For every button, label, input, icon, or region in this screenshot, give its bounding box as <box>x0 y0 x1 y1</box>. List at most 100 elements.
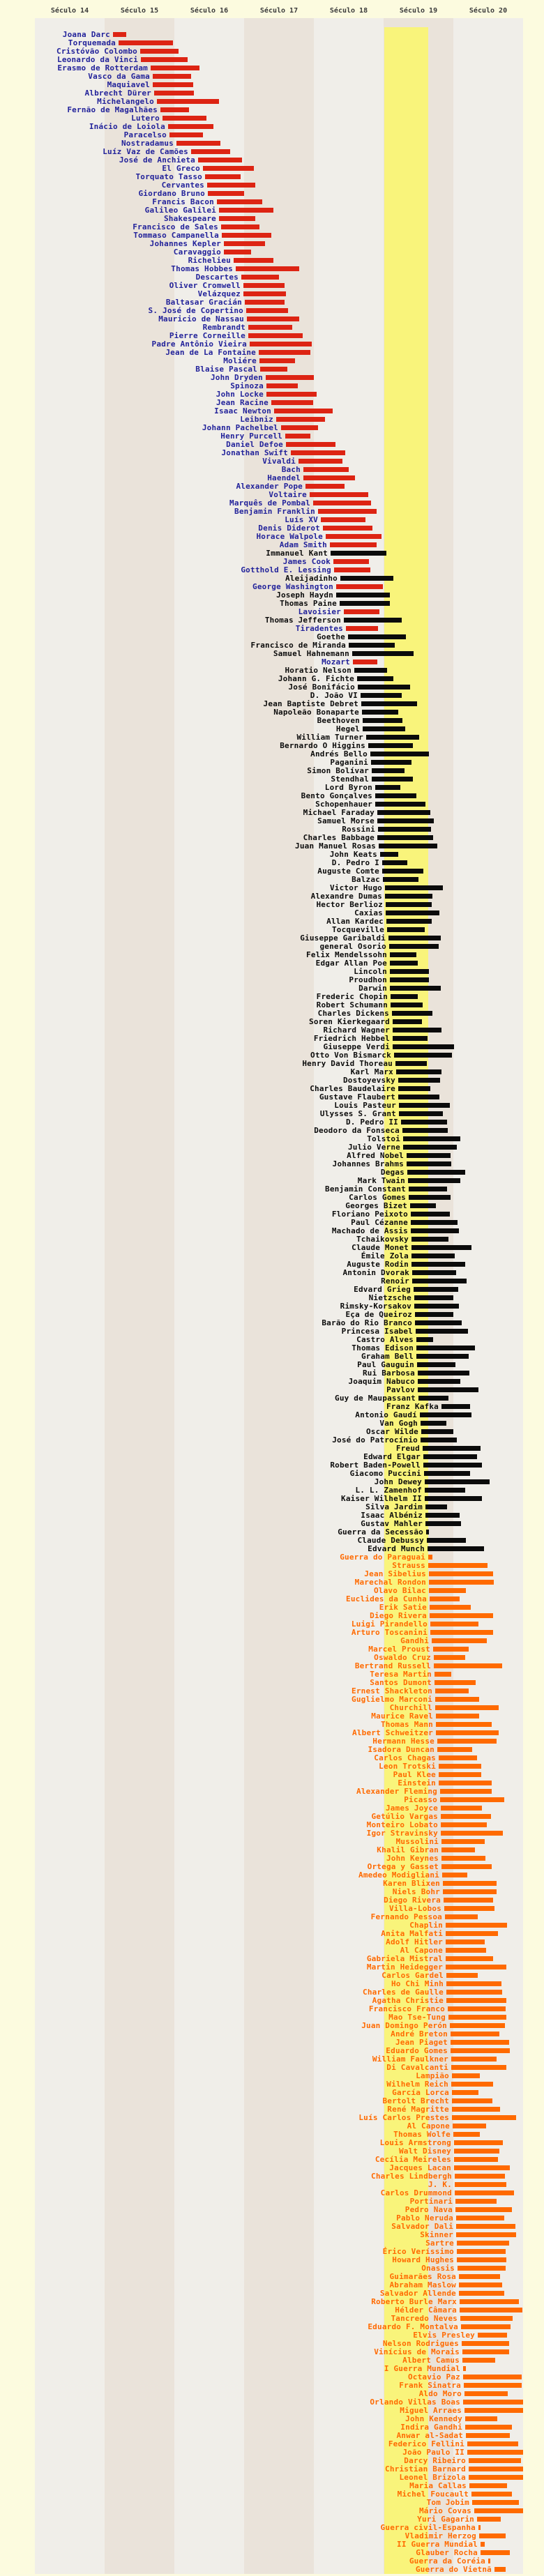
lifespan-bar <box>340 601 390 606</box>
lifespan-bar <box>391 994 418 999</box>
lifespan-bar <box>403 1145 457 1150</box>
person-label: Tommaso Campanella <box>133 231 219 240</box>
person-label: Luís Carlos Prestes <box>358 2113 449 2122</box>
lifespan-bar <box>442 1873 467 1877</box>
lifespan-bar <box>313 501 371 505</box>
person-label: Voltaire <box>269 490 307 499</box>
person-label: Guerra da Coréia <box>409 2556 485 2566</box>
person-label: Simon Bolívar <box>307 766 369 775</box>
lifespan-bar <box>446 1956 493 1961</box>
person-label: Michael Faraday <box>303 808 375 817</box>
lifespan-bar <box>176 141 220 146</box>
lifespan-bar <box>452 2090 478 2095</box>
person-label: Francisco de Sales <box>133 222 218 231</box>
person-label: Denis Diderot <box>258 524 320 533</box>
lifespan-bar <box>392 1011 432 1016</box>
lifespan-bar <box>407 1161 451 1166</box>
person-label: Rembrandt <box>202 323 245 332</box>
person-label: Henry David Thoreau <box>302 1059 393 1068</box>
person-label: Maurice Ravel <box>371 1712 433 1721</box>
lifespan-bar <box>435 1705 499 1710</box>
person-label: Jonathan Swift <box>221 448 288 457</box>
person-label: Aleijadinho <box>285 574 338 583</box>
person-label: Bertrand Russell <box>354 1661 431 1670</box>
lifespan-bar <box>471 2492 512 2497</box>
person-label: Érico Veríssimo <box>382 2247 454 2256</box>
lifespan-bar <box>435 1672 451 1677</box>
person-label: Guerra da Secessão <box>338 1527 423 1537</box>
lifespan-bar <box>425 1496 482 1501</box>
person-label: Teresa Martin <box>370 1670 432 1679</box>
lifespan-bar <box>465 2416 497 2421</box>
person-label: Guglielmo Marconi <box>352 1695 432 1704</box>
lifespan-bar <box>454 2140 503 2145</box>
person-label: Antonio Gaudí <box>355 1410 417 1419</box>
person-label: Thomas Hobbes <box>171 264 233 273</box>
person-label: Freud <box>395 1444 420 1453</box>
lifespan-bar <box>463 2400 523 2404</box>
lifespan-bar <box>375 793 416 798</box>
person-label: Castro Alves <box>356 1335 414 1344</box>
person-label: Anwar al-Sadat <box>396 2431 463 2440</box>
person-label: Erik Satie <box>379 1603 427 1612</box>
person-label: Thomas Jefferson <box>264 616 341 625</box>
lifespan-bar <box>461 2324 511 2329</box>
lifespan-bar <box>446 1923 507 1928</box>
lifespan-bar <box>140 49 179 54</box>
person-label: Barão do Rio Branco <box>322 1318 412 1327</box>
lifespan-bar <box>457 2257 506 2262</box>
person-label: Oswaldo Cruz <box>374 1653 431 1662</box>
person-label: Alexandre Dumas <box>310 892 382 901</box>
lifespan-bar <box>441 1814 491 1819</box>
lifespan-bar <box>464 2383 522 2388</box>
lifespan-bar <box>414 1287 458 1292</box>
person-label: Al Capone <box>400 1946 443 1955</box>
lifespan-bar <box>299 459 342 464</box>
person-label: Lutero <box>131 114 160 123</box>
lifespan-bar <box>479 2533 506 2538</box>
lifespan-bar <box>390 977 429 982</box>
person-label: Dostoyevsky <box>342 1076 395 1085</box>
lifespan-bar <box>456 2232 516 2237</box>
person-label: Einstein <box>398 1778 436 1788</box>
lifespan-bar <box>441 1864 492 1869</box>
person-label: Di Cavalcanti <box>386 2063 448 2072</box>
lifespan-bar <box>454 2165 510 2170</box>
person-label: Villa-Lobos <box>388 1904 441 1913</box>
person-label: Lampião <box>416 2071 449 2080</box>
lifespan-bar <box>411 1212 450 1217</box>
person-label: Beethoven <box>317 716 360 725</box>
lifespan-bar <box>407 1153 451 1158</box>
lifespan-bar <box>411 1262 465 1267</box>
person-label: García Lorca <box>392 2088 449 2097</box>
lifespan-bar <box>387 927 425 932</box>
person-label: Paul Gauguin <box>357 1360 414 1369</box>
lifespan-bar <box>372 768 405 773</box>
person-label: Cecília Meireles <box>375 2155 451 2164</box>
lifespan-bar <box>435 1680 476 1685</box>
lifespan-bar <box>208 191 244 196</box>
person-label: Tiradentes <box>295 624 343 633</box>
person-label: D. Pedro I <box>331 858 379 867</box>
lifespan-bar <box>336 584 383 589</box>
person-label: Nostradamus <box>121 139 174 148</box>
lifespan-bar <box>198 158 242 162</box>
lifespan-bar <box>415 1320 462 1325</box>
person-label: Deodoro da Fonseca <box>314 1126 400 1135</box>
lifespan-bar <box>457 2249 506 2254</box>
person-label: Georges Bizet <box>345 1201 407 1210</box>
lifespan-bar <box>450 2023 505 2028</box>
lifespan-bar <box>430 1613 493 1618</box>
person-label: Edvard Munch <box>368 1544 425 1553</box>
lifespan-bar <box>478 2525 481 2530</box>
lifespan-bar <box>429 1588 466 1593</box>
person-label: Miguel Arraes <box>400 2406 462 2415</box>
lifespan-bar <box>446 1931 498 1936</box>
lifespan-bar <box>393 1044 454 1049</box>
lifespan-bar <box>455 2174 505 2179</box>
lifespan-bar <box>418 1387 478 1392</box>
lifespan-bar <box>285 434 310 439</box>
lifespan-bar <box>274 409 333 413</box>
person-label: Isaac Albéniz <box>361 1511 423 1520</box>
